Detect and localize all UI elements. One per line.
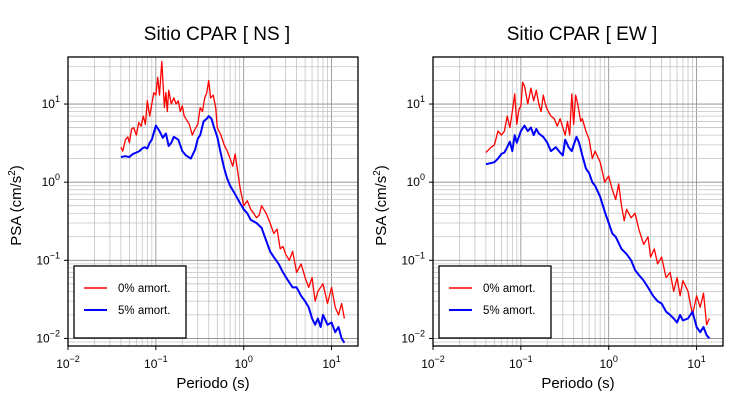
chart-panel-ew: 10−2 10−1 100 101 10−2 10−1 100 101 Sitio CPAR [… bbox=[365, 0, 730, 400]
y-tick-label: 100 bbox=[42, 172, 60, 189]
x-axis-label: Periodo (s) bbox=[176, 375, 249, 392]
x-tick-label: 10−1 bbox=[509, 354, 533, 371]
x-tick-label: 10−2 bbox=[421, 354, 445, 371]
y-tick-label: 101 bbox=[407, 94, 425, 111]
legend: 0% amort. 5% amort. bbox=[438, 265, 552, 339]
legend-label: 0% amort. bbox=[118, 283, 170, 295]
psa-chart-ew: 10−2 10−1 100 101 10−2 10−1 100 101 Sitio CPAR [… bbox=[372, 24, 724, 392]
y-axis-label: PSA (cm/s2) bbox=[7, 165, 25, 246]
x-tick-label: 101 bbox=[687, 354, 705, 371]
x-tick-label: 10−2 bbox=[56, 354, 80, 371]
grid bbox=[67, 56, 359, 347]
y-tick-label: 10−2 bbox=[36, 328, 60, 345]
plot-frame bbox=[432, 56, 724, 347]
legend-box bbox=[438, 265, 552, 339]
y-tick-label: 10−1 bbox=[401, 250, 425, 267]
chart-title: Sitio CPAR [ NS ] bbox=[144, 24, 290, 45]
x-tick-label: 100 bbox=[235, 354, 253, 371]
y-tick-label: 101 bbox=[42, 94, 60, 111]
x-tick-label: 100 bbox=[600, 354, 618, 371]
legend-label: 5% amort. bbox=[483, 305, 535, 317]
series-line-undamped bbox=[120, 60, 346, 319]
series-line-damped bbox=[120, 115, 346, 344]
x-axis-label: Periodo (s) bbox=[541, 375, 614, 392]
y-tick-label: 10−2 bbox=[401, 328, 425, 345]
legend-label: 0% amort. bbox=[483, 283, 535, 295]
y-tick-label: 100 bbox=[407, 172, 425, 189]
y-axis-label: PSA (cm/s2) bbox=[372, 165, 390, 246]
chart-title: Sitio CPAR [ EW ] bbox=[507, 24, 658, 45]
legend-label: 5% amort. bbox=[118, 305, 170, 317]
series-line-damped bbox=[485, 124, 711, 340]
psa-chart-ns: 10−2 10−1 100 101 10−2 10−1 100 101 Sitio CPAR [… bbox=[7, 24, 359, 392]
series-line-undamped bbox=[485, 81, 710, 326]
y-tick-label: 10−1 bbox=[36, 250, 60, 267]
legend: 0% amort. 5% amort. bbox=[73, 265, 187, 339]
x-tick-label: 101 bbox=[322, 354, 340, 371]
chart-panel-ns: 10−2 10−1 100 101 10−2 10−1 100 101 Sitio CPAR [… bbox=[7, 24, 359, 392]
legend-box bbox=[73, 265, 187, 339]
x-tick-label: 10−1 bbox=[144, 354, 168, 371]
plot-frame bbox=[67, 56, 359, 347]
